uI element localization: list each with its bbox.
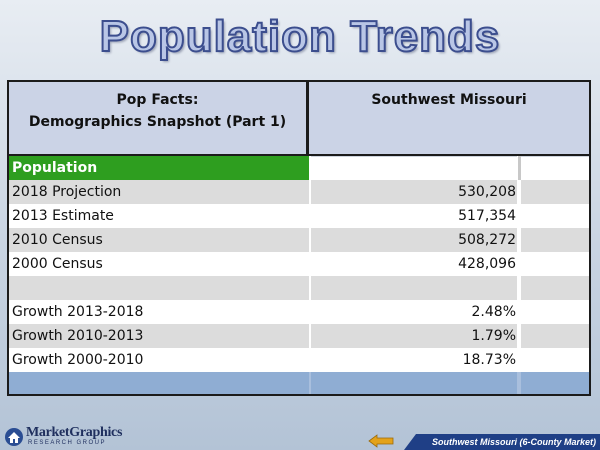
cell-divider	[309, 252, 311, 276]
cell-divider	[517, 324, 521, 348]
row-value: 428,096	[311, 252, 517, 276]
row-label: 2018 Projection	[9, 180, 309, 204]
row-label: Growth 2010-2013	[9, 324, 309, 348]
cell-divider	[517, 300, 521, 324]
row-value: 530,208	[311, 180, 517, 204]
cell-divider	[309, 276, 311, 300]
cell-divider	[517, 252, 521, 276]
row-value: 18.73%	[311, 348, 517, 372]
cell-divider	[518, 156, 521, 180]
row-extra-cell	[521, 228, 589, 252]
header-left-line2: Demographics Snapshot (Part 1)	[28, 114, 287, 130]
section-empty-cell-2	[521, 156, 589, 180]
row-extra-cell	[521, 180, 589, 204]
section-label: Population	[9, 156, 309, 180]
row-label: 2000 Census	[9, 252, 309, 276]
header-region-label: Southwest Missouri	[371, 92, 527, 108]
cell-divider	[517, 180, 521, 204]
header-left-line1: Pop Facts:	[116, 92, 199, 108]
table-row: 2013 Estimate 517,354	[9, 204, 589, 228]
logo-subtitle: RESEARCH GROUP	[28, 440, 107, 446]
footer-cell	[521, 372, 589, 394]
row-extra-cell	[521, 204, 589, 228]
cell-divider	[309, 156, 311, 180]
row-label	[9, 276, 309, 300]
table-footer-row	[9, 372, 589, 394]
section-row-population: Population	[9, 156, 589, 180]
row-value: 1.79%	[311, 324, 517, 348]
table-row: 2018 Projection 530,208	[9, 180, 589, 204]
row-extra-cell	[521, 324, 589, 348]
cell-divider	[517, 276, 521, 300]
row-extra-cell	[521, 252, 589, 276]
cell-divider	[309, 180, 311, 204]
cell-divider	[309, 324, 311, 348]
region-footer-bar: Southwest Missouri (6-County Market)	[404, 434, 600, 450]
cell-divider	[517, 348, 521, 372]
row-label: 2013 Estimate	[9, 204, 309, 228]
cell-divider	[309, 204, 311, 228]
table-body: Population 2018 Projection 530,208 2013 …	[9, 156, 589, 394]
cell-divider	[309, 372, 311, 394]
row-label: 2010 Census	[9, 228, 309, 252]
row-label: Growth 2000-2010	[9, 348, 309, 372]
cell-divider	[309, 348, 311, 372]
table-row: Growth 2010-2013 1.79%	[9, 324, 589, 348]
cell-divider	[517, 372, 521, 394]
cell-divider	[309, 300, 311, 324]
cell-divider	[517, 204, 521, 228]
region-footer-label: Southwest Missouri (6-County Market)	[431, 437, 596, 447]
page-title: Population Trends	[99, 11, 501, 62]
footer-cell	[311, 372, 517, 394]
row-value: 508,272	[311, 228, 517, 252]
logo-name: MarketGraphics	[26, 425, 123, 440]
globe-house-icon	[5, 428, 23, 446]
left-arrow-icon[interactable]	[368, 434, 394, 448]
table-row: 2010 Census 508,272	[9, 228, 589, 252]
row-extra-cell	[521, 348, 589, 372]
row-extra-cell	[521, 300, 589, 324]
table-row: Growth 2013-2018 2.48%	[9, 300, 589, 324]
section-empty-cell	[311, 156, 517, 180]
marketgraphics-logo: MarketGraphics RESEARCH GROUP	[4, 425, 124, 447]
demographics-table: Pop Facts: Demographics Snapshot (Part 1…	[7, 80, 591, 396]
table-header: Pop Facts: Demographics Snapshot (Part 1…	[9, 82, 589, 156]
row-value: 2.48%	[311, 300, 517, 324]
table-row: 2000 Census 428,096	[9, 252, 589, 276]
row-extra-cell	[521, 276, 589, 300]
row-value: 517,354	[311, 204, 517, 228]
header-right-cell: Southwest Missouri	[309, 82, 589, 154]
row-value	[311, 276, 517, 300]
cell-divider	[517, 228, 521, 252]
footer-cell	[9, 372, 309, 394]
cell-divider	[309, 228, 311, 252]
row-label: Growth 2013-2018	[9, 300, 309, 324]
header-left-cell: Pop Facts: Demographics Snapshot (Part 1…	[9, 82, 309, 154]
table-row-spacer	[9, 276, 589, 300]
table-row: Growth 2000-2010 18.73%	[9, 348, 589, 372]
title-area: Population Trends	[0, 11, 600, 62]
